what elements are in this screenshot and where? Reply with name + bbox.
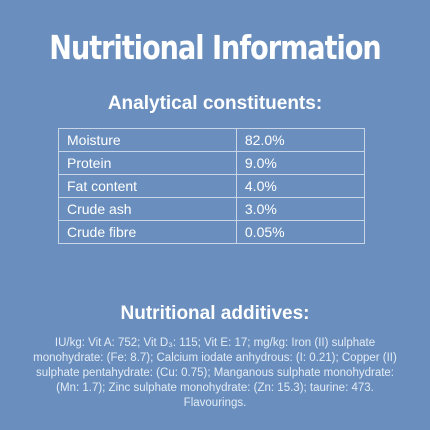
table-row: Fat content 4.0%	[58, 174, 366, 198]
constituent-value: 0.05%	[235, 220, 366, 244]
constituent-value: 82.0%	[235, 128, 366, 152]
table-row: Protein 9.0%	[58, 151, 366, 175]
constituent-value: 3.0%	[235, 197, 366, 221]
constituent-value: 9.0%	[235, 151, 366, 175]
nutritional-additives-text: IU/kg: Vit A: 752; Vit D₃: 115; Vit E: 1…	[33, 337, 397, 409]
constituent-name: Crude ash	[58, 197, 237, 221]
nutritional-additives-heading: Nutritional additives:	[120, 303, 310, 324]
constituent-name: Moisture	[58, 128, 237, 152]
analytical-constituents-heading: Analytical constituents:	[107, 93, 323, 114]
table-row: Crude fibre 0.05%	[58, 220, 366, 244]
constituent-name: Protein	[58, 151, 237, 175]
constituent-value: 4.0%	[235, 174, 366, 198]
table-row: Crude ash 3.0%	[58, 197, 366, 221]
analytical-constituents-table: Moisture 82.0% Protein 9.0% Fat content …	[58, 128, 366, 244]
constituent-name: Fat content	[58, 174, 237, 198]
table-row: Moisture 82.0%	[58, 128, 366, 152]
constituent-name: Crude fibre	[58, 220, 237, 244]
page-title: Nutritional Information	[49, 28, 381, 67]
